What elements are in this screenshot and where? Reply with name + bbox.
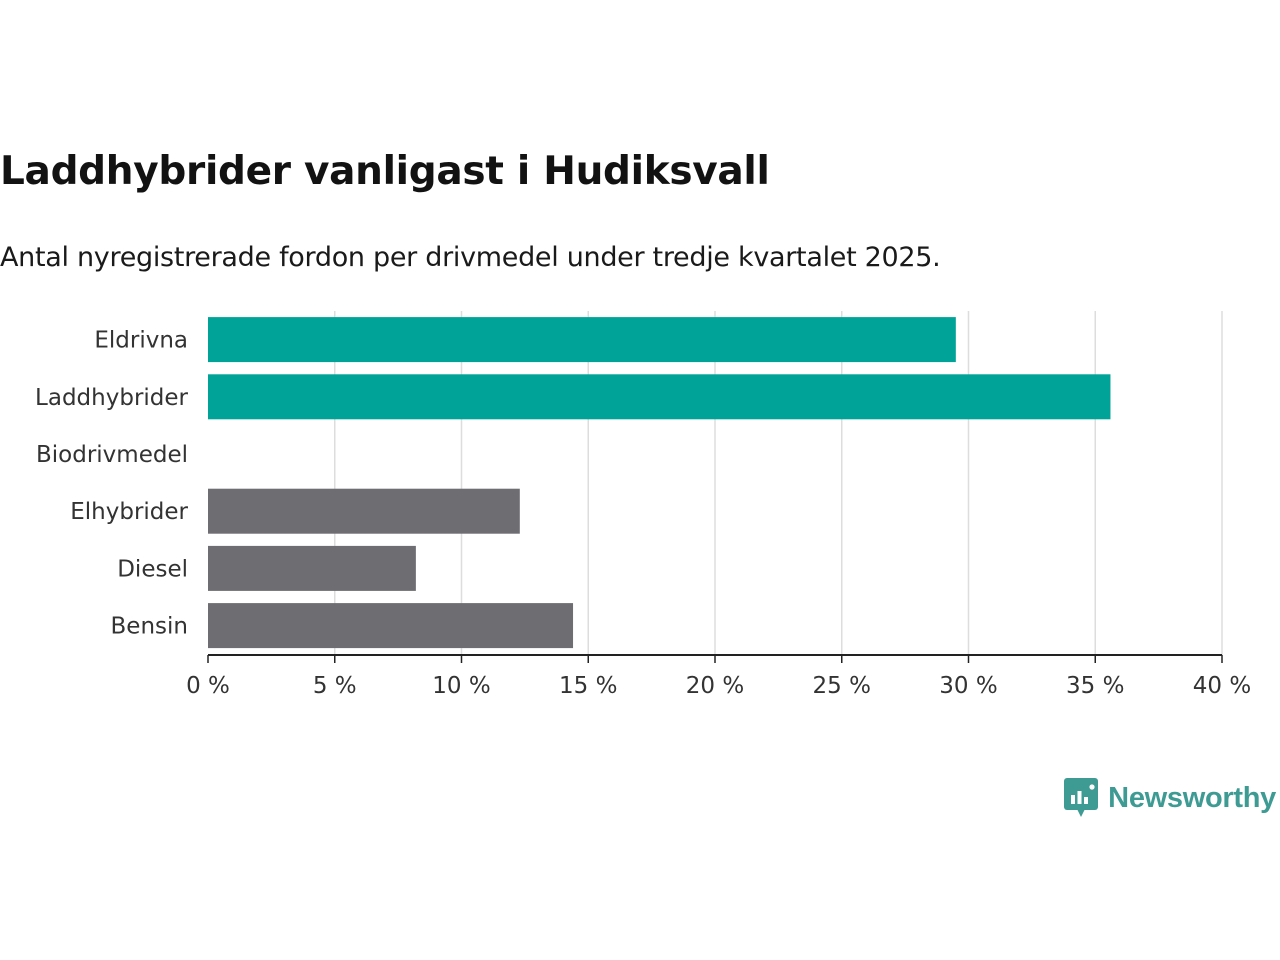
x-tick-label: 35 % [1066, 673, 1124, 699]
chart-subtitle: Antal nyregistrerade fordon per drivmede… [0, 242, 941, 273]
bar-laddhybrider [208, 374, 1111, 420]
x-tick-label: 20 % [686, 673, 744, 699]
category-label: Bensin [111, 614, 188, 640]
gridlines [334, 311, 1223, 655]
category-label: Biodrivmedel [36, 442, 188, 468]
bar-eldrivna [208, 317, 956, 363]
bar-elhybrider [208, 488, 520, 534]
category-label: Diesel [117, 556, 188, 582]
x-tick-label: 15 % [559, 673, 617, 699]
x-tick-label: 5 % [313, 673, 357, 699]
x-tick-label: 0 % [186, 673, 230, 699]
bar-diesel [208, 545, 416, 591]
x-tick-label: 40 % [1193, 673, 1251, 699]
x-tick-label: 30 % [939, 673, 997, 699]
bar-chart-speech-bubble-icon [1064, 778, 1099, 817]
category-labels: Eldrivna Laddhybrider Biodrivmedel Elhybrid… [35, 328, 188, 640]
bars [208, 317, 1111, 649]
chart-title: Laddhybrider vanligast i Hudiksvall [0, 149, 770, 194]
x-axis: 0 % 5 % 10 % 15 % 20 % 25 % 30 % 35 % 40 % [186, 654, 1251, 699]
bar-bensin [208, 603, 574, 649]
brand-name: Newsworthy [1108, 781, 1276, 814]
category-label: Eldrivna [94, 328, 188, 354]
x-tick-label: 25 % [813, 673, 871, 699]
brand-logo: Newsworthy [1064, 776, 1276, 820]
category-label: Laddhybrider [35, 385, 188, 411]
bar-chart: Eldrivna Laddhybrider Biodrivmedel Elhybrid… [35, 311, 1251, 699]
x-tick-label: 10 % [432, 673, 490, 699]
category-label: Elhybrider [70, 499, 188, 525]
